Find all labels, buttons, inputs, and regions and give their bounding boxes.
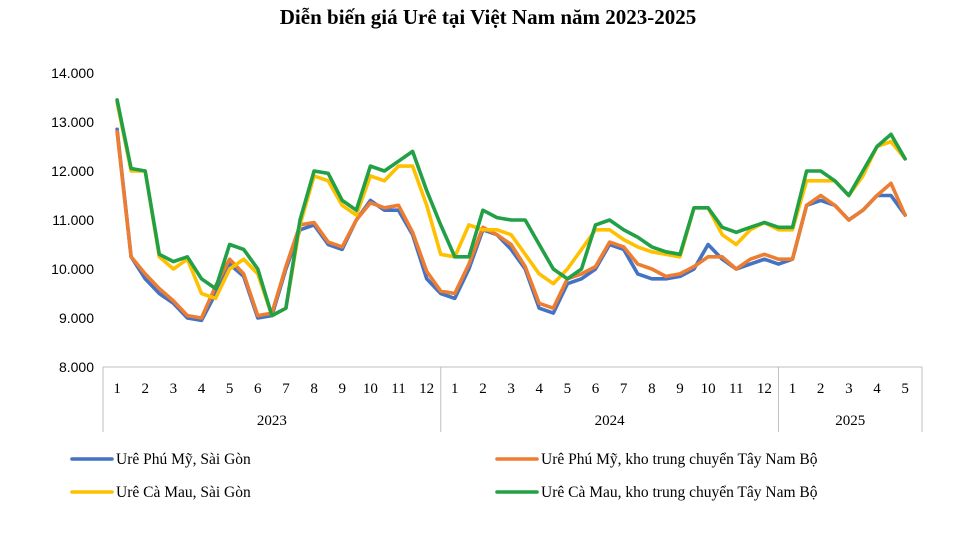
y-tick-label: 11.000 bbox=[52, 212, 94, 228]
x-tick-label: 7 bbox=[282, 381, 290, 397]
x-tick-label: 10 bbox=[701, 381, 716, 397]
legend-label: Urê Phú Mỹ, kho trung chuyển Tây Nam Bộ bbox=[541, 451, 818, 468]
legend-label: Urê Phú Mỹ, Sài Gòn bbox=[116, 451, 251, 468]
x-tick-label: 2 bbox=[141, 381, 149, 397]
x-tick-label: 4 bbox=[873, 381, 881, 397]
x-tick-label: 6 bbox=[254, 381, 262, 397]
year-label: 2023 bbox=[257, 413, 287, 429]
x-tick-label: 6 bbox=[592, 381, 600, 397]
y-tick-label: 14.000 bbox=[51, 65, 94, 81]
x-tick-label: 2 bbox=[479, 381, 487, 397]
x-tick-label: 1 bbox=[451, 381, 459, 397]
x-tick-label: 7 bbox=[620, 381, 628, 397]
y-tick-label: 10.000 bbox=[51, 261, 94, 277]
x-tick-label: 5 bbox=[564, 381, 572, 397]
series-line bbox=[115, 130, 907, 320]
x-tick-label: 10 bbox=[363, 381, 378, 397]
y-tick-label: 13.000 bbox=[51, 114, 94, 130]
x-tick-label: 11 bbox=[391, 381, 405, 397]
x-tick-label: 3 bbox=[507, 381, 515, 397]
y-tick-label: 8.000 bbox=[59, 359, 94, 375]
x-tick-label: 2 bbox=[817, 381, 825, 397]
y-tick-label: 12.000 bbox=[51, 163, 94, 179]
y-tick-label: 9.000 bbox=[59, 310, 94, 326]
x-tick-label: 4 bbox=[198, 381, 206, 397]
year-label: 2025 bbox=[835, 413, 865, 429]
x-tick-label: 3 bbox=[170, 381, 178, 397]
year-label: 2024 bbox=[595, 413, 626, 429]
x-tick-label: 9 bbox=[338, 381, 346, 397]
plot-area bbox=[115, 98, 907, 323]
x-tick-label: 9 bbox=[676, 381, 684, 397]
x-tick-label: 8 bbox=[310, 381, 318, 397]
series-line bbox=[115, 100, 907, 318]
x-tick-label: 3 bbox=[845, 381, 853, 397]
x-tick-label: 5 bbox=[901, 381, 909, 397]
series-line bbox=[115, 98, 907, 318]
series-line bbox=[115, 127, 907, 323]
x-tick-label: 12 bbox=[419, 381, 434, 397]
legend-label: Urê Cà Mau, kho trung chuyển Tây Nam Bộ bbox=[541, 484, 818, 501]
x-tick-label: 1 bbox=[113, 381, 121, 397]
x-tick-label: 12 bbox=[757, 381, 772, 397]
x-tick-label: 1 bbox=[789, 381, 797, 397]
legend-label: Urê Cà Mau, Sài Gòn bbox=[116, 484, 251, 501]
legend: Urê Phú Mỹ, Sài Gòn Urê Phú Mỹ, kho trung… bbox=[70, 451, 818, 501]
chart-title: Diễn biến giá Urê tại Việt Nam năm 2023-… bbox=[280, 5, 696, 29]
x-tick-label: 5 bbox=[226, 381, 234, 397]
y-axis: 8.000 9.000 10.000 11.000 12.000 13.000 14.000 bbox=[51, 65, 94, 375]
x-tick-label: 8 bbox=[648, 381, 656, 397]
x-tick-label: 11 bbox=[729, 381, 743, 397]
x-tick-label: 4 bbox=[535, 381, 543, 397]
